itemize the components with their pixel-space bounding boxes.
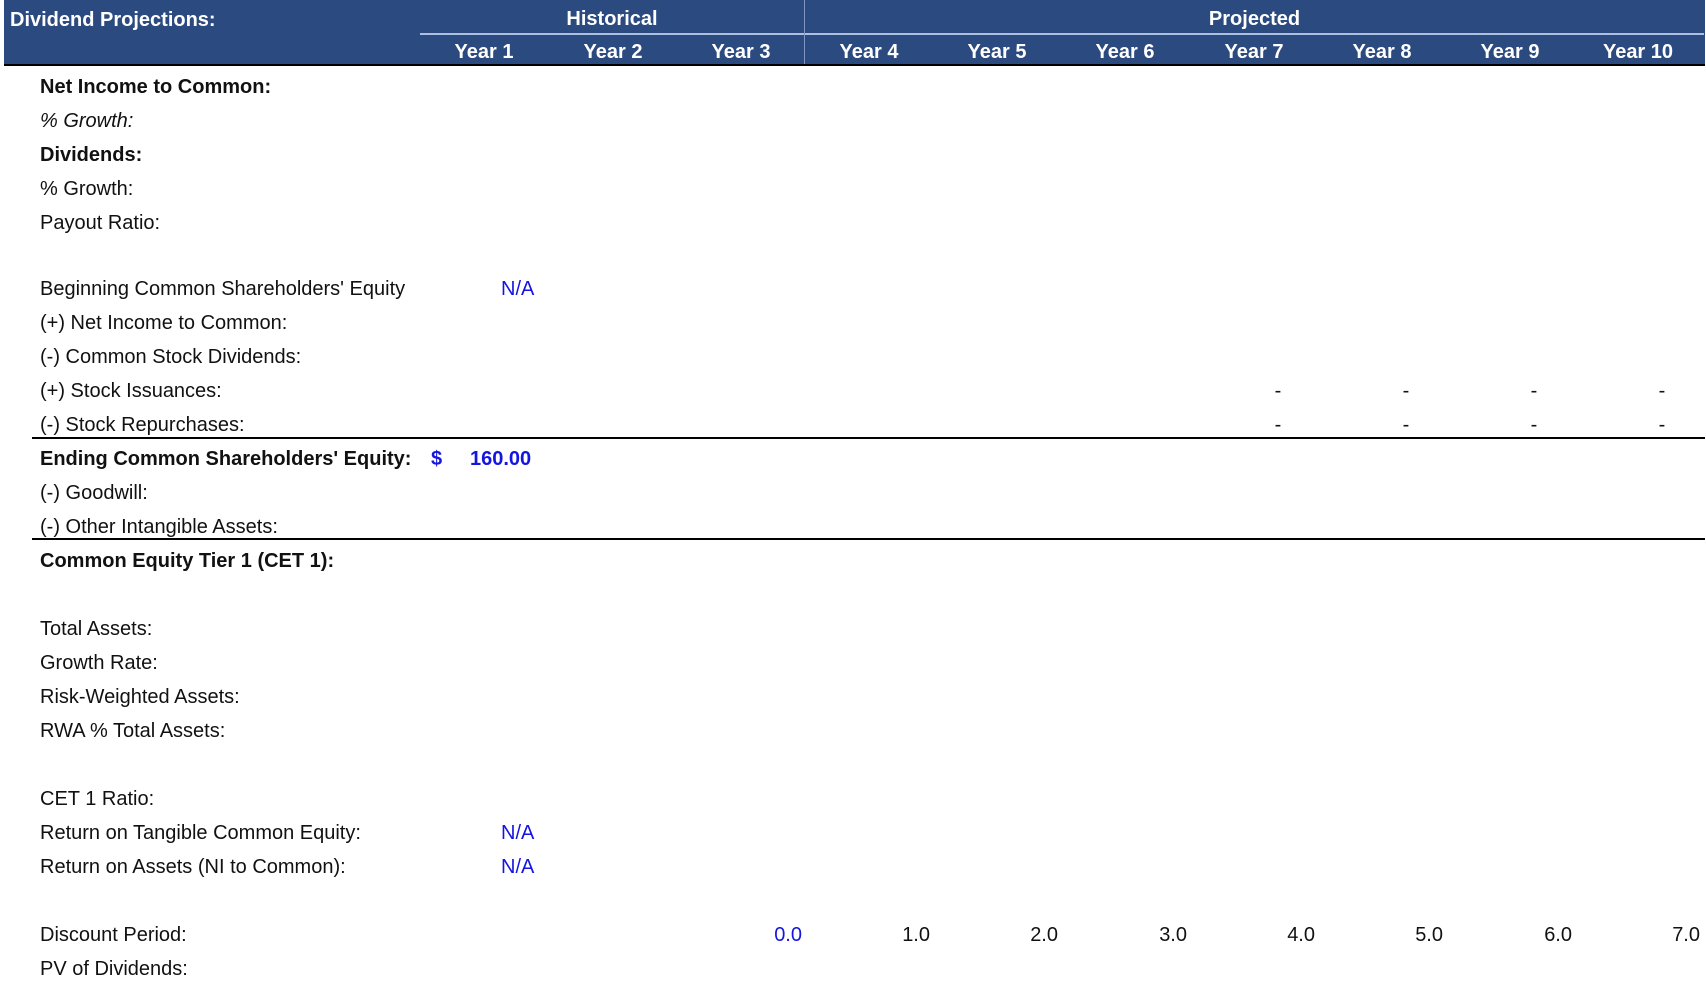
table-row[interactable]: CET 1 Ratio: bbox=[0, 782, 1706, 816]
discount-year-3[interactable]: 0.0 bbox=[774, 924, 802, 946]
row-label-ni-growth: % Growth: bbox=[40, 110, 134, 132]
col-year-5[interactable]: Year 5 bbox=[967, 41, 1027, 63]
table-row[interactable]: Net Income to Common: bbox=[0, 70, 1706, 104]
col-year-9[interactable]: Year 9 bbox=[1480, 41, 1540, 63]
table-row[interactable]: Return on Tangible Common Equity: N/A bbox=[0, 816, 1706, 850]
row-label-beg-equity: Beginning Common Shareholders' Equity bbox=[40, 278, 406, 300]
row-label-total-assets: Total Assets: bbox=[40, 618, 153, 640]
group-historical: Historical bbox=[566, 8, 658, 30]
discount-year-4[interactable]: 1.0 bbox=[902, 924, 930, 946]
col-year-4[interactable]: Year 4 bbox=[839, 41, 899, 63]
table-row[interactable]: (+) Stock Issuances: - - - - bbox=[0, 374, 1706, 408]
table-header: Dividend Projections: Historical Project… bbox=[4, 0, 1705, 66]
discount-year-9[interactable]: 6.0 bbox=[1544, 924, 1572, 946]
col-year-1[interactable]: Year 1 bbox=[454, 41, 514, 63]
col-year-3[interactable]: Year 3 bbox=[711, 41, 771, 63]
discount-year-7[interactable]: 4.0 bbox=[1287, 924, 1315, 946]
discount-year-10[interactable]: 7.0 bbox=[1672, 924, 1700, 946]
row-label-rwa: Risk-Weighted Assets: bbox=[40, 686, 240, 708]
discount-year-6[interactable]: 3.0 bbox=[1159, 924, 1187, 946]
row-label-end-equity: Ending Common Shareholders' Equity: bbox=[40, 448, 412, 470]
table-row[interactable]: Ending Common Shareholders' Equity: $ 16… bbox=[0, 442, 1706, 476]
col-year-8[interactable]: Year 8 bbox=[1352, 41, 1412, 63]
issuances-year-10[interactable]: - bbox=[1658, 380, 1666, 402]
table-row[interactable]: Return on Assets (NI to Common): N/A bbox=[0, 850, 1706, 884]
col-year-6[interactable]: Year 6 bbox=[1095, 41, 1155, 63]
subtotal-rule bbox=[32, 437, 1705, 439]
row-label-div-growth: % Growth: bbox=[40, 178, 134, 200]
row-label-plus-ni: (+) Net Income to Common: bbox=[40, 312, 288, 334]
table-row[interactable]: % Growth: bbox=[0, 172, 1706, 206]
row-label-rotce: Return on Tangible Common Equity: bbox=[40, 822, 361, 844]
table-row[interactable]: (-) Other Intangible Assets: bbox=[0, 510, 1706, 544]
group-projected: Projected bbox=[1208, 8, 1301, 30]
row-label-minus-repurchases: (-) Stock Repurchases: bbox=[40, 414, 245, 436]
table-row[interactable]: Growth Rate: bbox=[0, 646, 1706, 680]
table-row[interactable]: (+) Net Income to Common: bbox=[0, 306, 1706, 340]
table-row[interactable]: RWA % Total Assets: bbox=[0, 714, 1706, 748]
repurchases-year-9[interactable]: - bbox=[1530, 414, 1538, 436]
table-row[interactable]: Beginning Common Shareholders' Equity N/… bbox=[0, 272, 1706, 306]
row-label-pv-dividends: PV of Dividends: bbox=[40, 958, 188, 980]
discount-year-5[interactable]: 2.0 bbox=[1030, 924, 1058, 946]
row-label-growth-rate: Growth Rate: bbox=[40, 652, 158, 674]
row-label-intangibles: (-) Other Intangible Assets: bbox=[40, 516, 278, 538]
end-equity-year-1[interactable]: 160.00 bbox=[470, 448, 532, 470]
repurchases-year-7[interactable]: - bbox=[1274, 414, 1282, 436]
row-label-discount-period: Discount Period: bbox=[40, 924, 187, 946]
row-label-cet1: Common Equity Tier 1 (CET 1): bbox=[40, 550, 335, 572]
table-row[interactable]: Common Equity Tier 1 (CET 1): bbox=[0, 544, 1706, 578]
row-label-rwa-pct: RWA % Total Assets: bbox=[40, 720, 226, 742]
row-label-dividends: Dividends: bbox=[40, 144, 143, 166]
table-row[interactable]: (-) Stock Repurchases: - - - - bbox=[0, 408, 1706, 442]
issuances-year-8[interactable]: - bbox=[1402, 380, 1410, 402]
row-label-payout: Payout Ratio: bbox=[40, 212, 161, 234]
table-row[interactable]: Discount Period: 0.0 1.0 2.0 3.0 4.0 5.0… bbox=[0, 918, 1706, 952]
repurchases-year-10[interactable]: - bbox=[1658, 414, 1666, 436]
table-row[interactable]: Risk-Weighted Assets: bbox=[0, 680, 1706, 714]
rotce-year-1[interactable]: N/A bbox=[501, 822, 535, 844]
row-label-cet1-ratio: CET 1 Ratio: bbox=[40, 788, 155, 810]
row-label-plus-issuances: (+) Stock Issuances: bbox=[40, 380, 222, 402]
col-year-2[interactable]: Year 2 bbox=[583, 41, 643, 63]
row-label-minus-div: (-) Common Stock Dividends: bbox=[40, 346, 302, 368]
end-equity-currency: $ bbox=[431, 448, 443, 470]
group-divider bbox=[804, 0, 805, 66]
col-year-10[interactable]: Year 10 bbox=[1602, 41, 1674, 63]
table-row[interactable]: Dividends: bbox=[0, 138, 1706, 172]
issuances-year-9[interactable]: - bbox=[1530, 380, 1538, 402]
table-row[interactable]: % Growth: bbox=[0, 104, 1706, 138]
row-label-net-income: Net Income to Common: bbox=[40, 76, 272, 98]
sheet-title: Dividend Projections: bbox=[10, 9, 216, 31]
cet1-rule bbox=[32, 538, 1705, 540]
beg-equity-year-1[interactable]: N/A bbox=[501, 278, 535, 300]
issuances-year-7[interactable]: - bbox=[1274, 380, 1282, 402]
table-row[interactable]: PV of Dividends: bbox=[0, 952, 1706, 986]
projected-underline bbox=[805, 33, 1704, 35]
table-row[interactable]: Payout Ratio: bbox=[0, 206, 1706, 240]
row-label-roa: Return on Assets (NI to Common): bbox=[40, 856, 346, 878]
col-year-7[interactable]: Year 7 bbox=[1224, 41, 1284, 63]
roa-year-1[interactable]: N/A bbox=[501, 856, 535, 878]
discount-year-8[interactable]: 5.0 bbox=[1415, 924, 1443, 946]
table-row[interactable]: Total Assets: bbox=[0, 612, 1706, 646]
header-bottom-rule bbox=[4, 64, 1705, 66]
repurchases-year-8[interactable]: - bbox=[1402, 414, 1410, 436]
row-label-goodwill: (-) Goodwill: bbox=[40, 482, 148, 504]
historical-underline bbox=[420, 33, 804, 35]
table-row[interactable]: (-) Common Stock Dividends: bbox=[0, 340, 1706, 374]
table-row[interactable]: (-) Goodwill: bbox=[0, 476, 1706, 510]
